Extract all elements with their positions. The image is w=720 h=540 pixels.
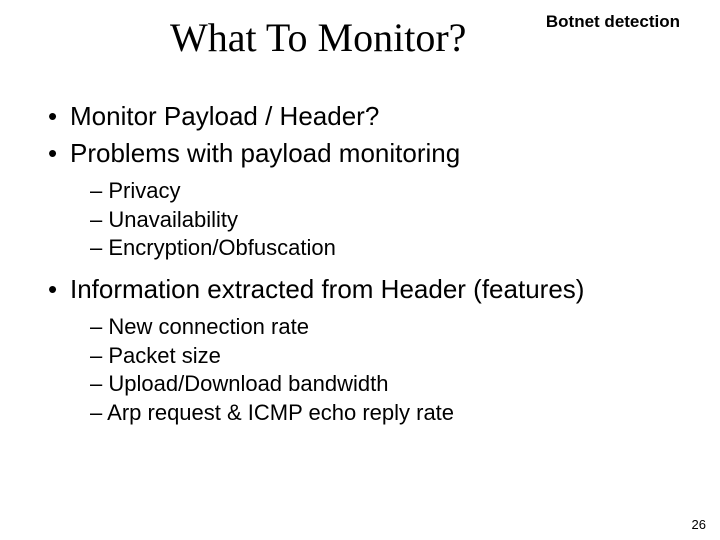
sub-bullet-marker: –: [90, 343, 102, 368]
sub-bullet-item: – Packet size: [90, 342, 680, 371]
bullet-marker: •: [48, 273, 70, 306]
bullet-text: Monitor Payload / Header?: [70, 101, 379, 131]
bullet-item: •Problems with payload monitoring: [48, 137, 680, 170]
bullet-item: •Monitor Payload / Header?: [48, 100, 680, 133]
sub-bullet-marker: –: [90, 314, 102, 339]
bullet-text: Problems with payload monitoring: [70, 138, 460, 168]
sub-bullet-text: New connection rate: [108, 314, 309, 339]
sub-bullet-item: – New connection rate: [90, 313, 680, 342]
sub-bullet-marker: –: [90, 235, 102, 260]
slide: Botnet detection What To Monitor? •Monit…: [0, 0, 720, 540]
sub-bullet-marker: –: [90, 178, 102, 203]
sub-bullet-text: Unavailability: [108, 207, 238, 232]
sub-bullet-item: – Upload/Download bandwidth: [90, 370, 680, 399]
sub-bullet-marker: –: [90, 400, 102, 425]
sub-bullet-marker: –: [90, 207, 102, 232]
sub-bullet-group: – Privacy – Unavailability – Encryption/…: [90, 177, 680, 263]
sub-bullet-item: – Unavailability: [90, 206, 680, 235]
slide-title: What To Monitor?: [170, 14, 466, 61]
header-label: Botnet detection: [546, 12, 680, 32]
sub-bullet-text: Arp request & ICMP echo reply rate: [107, 400, 454, 425]
content-area: •Monitor Payload / Header? •Problems wit…: [48, 100, 680, 438]
page-number: 26: [692, 517, 706, 532]
sub-bullet-item: – Arp request & ICMP echo reply rate: [90, 399, 680, 428]
sub-bullet-text: Packet size: [108, 343, 221, 368]
bullet-item: •Information extracted from Header (feat…: [48, 273, 680, 306]
bullet-marker: •: [48, 137, 70, 170]
sub-bullet-text: Privacy: [108, 178, 180, 203]
sub-bullet-group: – New connection rate – Packet size – Up…: [90, 313, 680, 427]
sub-bullet-item: – Encryption/Obfuscation: [90, 234, 680, 263]
sub-bullet-marker: –: [90, 371, 102, 396]
bullet-marker: •: [48, 100, 70, 133]
sub-bullet-text: Encryption/Obfuscation: [108, 235, 335, 260]
sub-bullet-text: Upload/Download bandwidth: [108, 371, 388, 396]
sub-bullet-item: – Privacy: [90, 177, 680, 206]
bullet-text: Information extracted from Header (featu…: [70, 274, 584, 304]
